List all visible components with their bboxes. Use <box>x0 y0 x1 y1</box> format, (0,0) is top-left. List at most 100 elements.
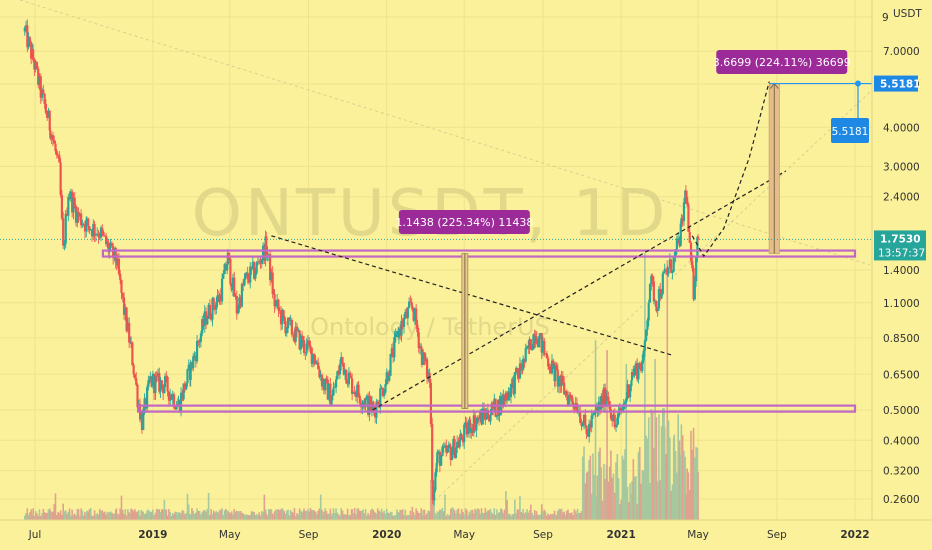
candle-body <box>447 444 450 449</box>
candle-body <box>223 264 226 275</box>
volume-bar <box>93 510 96 520</box>
ascending-trendline[interactable] <box>372 170 787 411</box>
candle-body <box>662 271 666 274</box>
candle-body <box>443 445 447 448</box>
volume-bar <box>498 512 501 520</box>
measure-label-box <box>398 210 530 234</box>
volume-bar <box>384 513 387 520</box>
volume-bar <box>656 481 659 520</box>
candle-body <box>555 365 558 370</box>
volume-bar <box>157 508 159 520</box>
volume-bar <box>273 511 276 520</box>
time-axis[interactable]: Jul 2019 May Sep 2020 May Sep 2021 May Sep 2022 <box>0 519 932 550</box>
candle-body <box>332 387 335 396</box>
volume-bar <box>197 510 200 520</box>
volume-bar <box>379 511 382 520</box>
candle-body <box>177 400 180 405</box>
candle-body <box>695 257 698 282</box>
volume-bar <box>383 510 385 520</box>
volume-bar <box>507 513 510 520</box>
volume-bar <box>249 515 252 520</box>
candle-body <box>234 295 237 297</box>
candle-body <box>254 273 257 279</box>
volume-bar <box>175 511 178 520</box>
volume-bar <box>149 511 152 520</box>
volume-bar <box>304 511 307 520</box>
x-tick-label: 2019 <box>138 529 167 541</box>
candle-body <box>140 414 144 430</box>
candle-body <box>479 411 482 420</box>
candle-body <box>120 279 123 294</box>
volume-bar <box>475 510 478 520</box>
projection-path[interactable] <box>691 81 770 258</box>
volume-bar <box>455 513 457 520</box>
price-axis[interactable]: 97.00005.50004.00003.00002.40001.40001.1… <box>871 0 932 550</box>
candle-body <box>252 262 256 279</box>
volume-bar <box>497 513 499 520</box>
measure-2020[interactable]: 1.1438 (225.34%) 11438 <box>395 210 533 410</box>
candle-body <box>463 424 466 443</box>
candle-body <box>117 258 121 274</box>
volume-bar <box>690 430 692 520</box>
support-level[interactable] <box>137 404 857 413</box>
candle-body <box>89 229 92 231</box>
volume-bar <box>244 514 246 520</box>
candle-body <box>502 394 505 407</box>
candles <box>23 19 700 506</box>
volume-bar <box>329 508 332 520</box>
resistance-level[interactable] <box>101 249 857 258</box>
volume-bar <box>276 509 278 520</box>
volume-bar <box>123 513 125 520</box>
target-dot <box>855 80 861 87</box>
candle-body <box>572 401 575 406</box>
candle-body <box>609 409 613 419</box>
candle-body <box>28 37 31 43</box>
volume-bar <box>223 510 226 520</box>
candle-body <box>422 352 425 365</box>
candle-body <box>457 441 460 448</box>
volume-bar <box>203 509 206 520</box>
measure-2021[interactable]: 3.6699 (224.11%) 36699 <box>713 50 851 254</box>
volume-bar <box>239 511 242 520</box>
candle-body <box>206 318 209 325</box>
volume-bar <box>611 477 614 520</box>
candle-body <box>458 440 461 448</box>
volume-bar <box>281 508 284 520</box>
candle-body <box>239 297 242 307</box>
candle-body <box>356 384 359 397</box>
volume-bar <box>105 514 107 520</box>
candle-body <box>589 423 592 428</box>
volume-bar <box>184 514 186 520</box>
volume-bar <box>625 364 628 520</box>
candle-body <box>279 310 283 325</box>
candle-body <box>433 490 436 501</box>
volume-bar <box>422 510 425 520</box>
candle-body <box>566 395 570 405</box>
candle-body <box>498 399 501 416</box>
candle-body <box>73 197 76 207</box>
candle-body <box>147 380 150 388</box>
candle-body <box>240 283 244 307</box>
candle-body <box>602 387 605 407</box>
candle-body <box>119 273 122 280</box>
candle-body <box>466 426 470 435</box>
candle-body <box>124 307 127 315</box>
volume-bar <box>326 514 329 520</box>
x-tick-label: Jul <box>28 529 42 541</box>
volume-bar <box>374 512 376 520</box>
volume-bar <box>644 253 646 520</box>
volume-bar <box>517 509 520 520</box>
candle-body <box>194 355 197 362</box>
candle-body <box>71 191 74 213</box>
volume-bar <box>385 508 388 520</box>
volume-bar <box>387 512 389 520</box>
y-tick-label: 0.2600 <box>883 494 920 506</box>
volume-bar <box>430 480 432 520</box>
candle-body <box>531 349 534 351</box>
candle-body <box>677 238 680 240</box>
candle-body <box>614 424 618 428</box>
volume-bar <box>411 506 414 520</box>
target-price-marker[interactable]: 5.5181 <box>769 80 872 143</box>
volume-bar <box>503 509 506 520</box>
